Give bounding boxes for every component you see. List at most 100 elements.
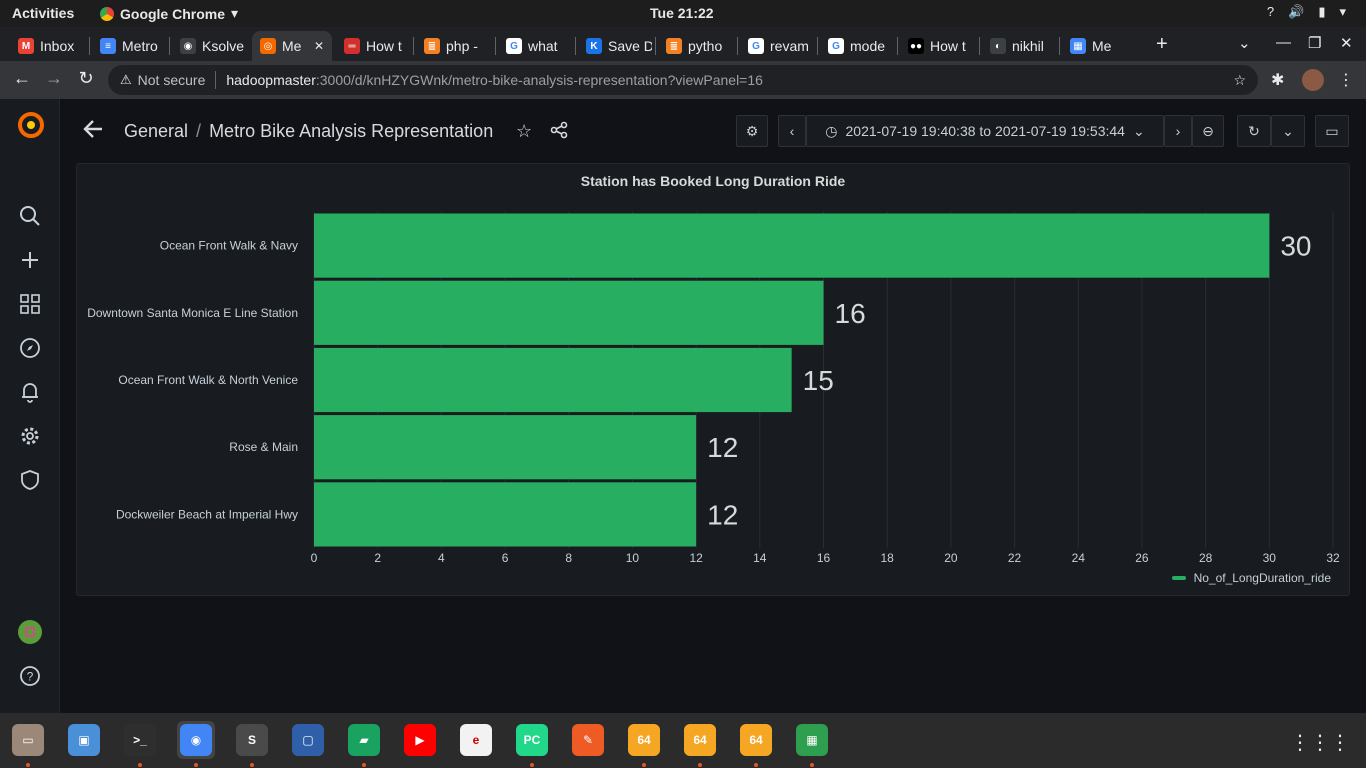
browser-tab[interactable]: ≣ php - [416, 31, 492, 61]
new-tab-button[interactable]: + [1156, 33, 1168, 55]
tab-favicon-icon: ≣ [666, 38, 682, 54]
tick-label: 6 [502, 551, 509, 565]
help-icon[interactable]: ? [18, 664, 42, 688]
browser-tab[interactable]: ═ How t [336, 31, 410, 61]
warning-icon[interactable]: ⚠ [120, 72, 132, 87]
dock-app-64-b[interactable]: 64 [681, 721, 719, 759]
browser-tab[interactable]: M Inbox [10, 31, 86, 61]
dock-chat[interactable]: ▰ [345, 721, 383, 759]
dock-app-64-c[interactable]: 64 [737, 721, 775, 759]
dock-postman[interactable]: ✎ [569, 721, 607, 759]
time-shift-forward-button[interactable]: › [1164, 115, 1192, 147]
reload-button[interactable]: ↻ [78, 68, 94, 88]
tab-search-icon[interactable]: ⌄ [1238, 35, 1251, 52]
dock: ▭ ▣ >_ ◉ S ▢ ▰ ▶ e PC ✎ 64 64 64 ▦ ⋮⋮⋮ [0, 713, 1366, 768]
bar [314, 482, 697, 547]
shield-icon[interactable] [18, 468, 42, 492]
avatar[interactable] [1302, 69, 1324, 91]
tick-label: 18 [881, 551, 895, 565]
breadcrumb-folder[interactable]: General [124, 121, 189, 141]
plus-icon[interactable] [18, 248, 42, 272]
tab-label: Me [282, 38, 302, 54]
dock-files[interactable]: ▭ [9, 721, 47, 759]
category-label: Ocean Front Walk & North Venice [118, 373, 298, 387]
show-applications-icon[interactable]: ⋮⋮⋮ [1290, 732, 1350, 754]
tab-separator [979, 37, 980, 55]
dock-app-64-a[interactable]: 64 [625, 721, 663, 759]
browser-tab[interactable]: ▦ Me [1062, 31, 1142, 61]
forward-button[interactable]: → [45, 68, 63, 88]
dashboard-settings-button[interactable]: ⚙ [736, 115, 768, 147]
tab-label: Me [1092, 38, 1112, 54]
explore-compass-icon[interactable] [18, 336, 42, 360]
maximize-icon[interactable]: ❐ [1308, 35, 1322, 52]
alerting-bell-icon[interactable] [18, 380, 42, 404]
tab-favicon-icon: ≣ [424, 38, 440, 54]
monitor-icon: ▭ [1325, 122, 1339, 139]
tab-separator [413, 37, 414, 55]
tick-label: 20 [944, 551, 958, 565]
dock-pycharm[interactable]: PC [513, 721, 551, 759]
browser-tab[interactable]: K Save D [578, 31, 652, 61]
browser-tab[interactable]: ≣ pytho [658, 31, 734, 61]
search-icon[interactable] [18, 204, 42, 228]
page-title[interactable]: Metro Bike Analysis Representation [209, 121, 494, 141]
dock-spreadsheet[interactable]: ▦ [793, 721, 831, 759]
chat-icon: ▰ [348, 724, 380, 756]
address-bar[interactable]: ⚠ Not secure hadoopmaster:3000/d/knHZYGW… [108, 65, 1258, 95]
more-menu-icon[interactable]: ⋮ [1338, 72, 1354, 89]
time-shift-back-button[interactable]: ‹ [778, 115, 806, 147]
extensions-icon[interactable]: ✱ [1271, 72, 1285, 89]
browser-tab[interactable]: ◐ nikhil [982, 31, 1056, 61]
legend[interactable]: No_of_LongDuration_ride [1171, 571, 1331, 585]
back-button[interactable]: ← [13, 68, 31, 88]
dashboards-icon[interactable] [18, 292, 42, 316]
system-tray[interactable]: ? 🔊 ▮ ▾ [1267, 4, 1346, 20]
dock-virtualbox[interactable]: ▢ [289, 721, 327, 759]
browser-tab[interactable]: ◉ Ksolve [172, 31, 246, 61]
close-window-icon[interactable]: ✕ [1340, 35, 1353, 52]
dock-sublime-text[interactable]: S [233, 721, 271, 759]
url-path: :3000/d/knHZYGWnk/metro-bike-analysis-re… [315, 72, 763, 88]
browser-toolbar: ← → ↻ ⚠ Not secure hadoopmaster:3000/d/k… [0, 61, 1366, 99]
grafana-logo-icon[interactable] [17, 111, 45, 139]
dock-terminal[interactable]: >_ [121, 721, 159, 759]
browser-tab[interactable]: ●● How t [900, 31, 976, 61]
close-icon[interactable]: ✕ [313, 39, 324, 53]
battery-icon: ▮ [1318, 4, 1326, 19]
chevron-down-icon: ▾ [231, 5, 239, 21]
tick-label: 22 [1008, 551, 1022, 565]
refresh-button[interactable]: ↻ [1237, 115, 1271, 147]
activities-button[interactable]: Activities [12, 5, 75, 21]
dock-chrome[interactable]: ◉ [177, 721, 215, 759]
dock-image-viewer[interactable]: ▣ [65, 721, 103, 759]
bar [314, 213, 1270, 278]
dock-youtube[interactable]: ▶ [401, 721, 439, 759]
gear-icon[interactable] [18, 424, 42, 448]
bookmark-star-icon[interactable]: ☆ [1233, 71, 1246, 88]
avatar[interactable] [18, 620, 42, 644]
tab-separator [817, 37, 818, 55]
tv-mode-button[interactable]: ▭ [1315, 115, 1349, 147]
share-icon[interactable] [550, 121, 568, 144]
app-menu[interactable]: Google Chrome ▾ [100, 5, 238, 22]
tab-favicon-icon: ═ [344, 38, 360, 54]
dock-document-viewer[interactable]: e [457, 721, 495, 759]
gear-icon: ⚙ [745, 122, 759, 139]
favorite-star-icon[interactable]: ☆ [516, 121, 533, 141]
tick-label: 14 [753, 551, 767, 565]
panel-title[interactable]: Station has Booked Long Duration Ride [580, 173, 846, 189]
browser-tab[interactable]: ≡ Metro [92, 31, 166, 61]
browser-tab[interactable]: ◎ Me ✕ [252, 31, 332, 61]
zoom-out-button[interactable]: ⊖ [1192, 115, 1224, 147]
refresh-interval-dropdown[interactable]: ⌄ [1271, 115, 1305, 147]
time-range-picker[interactable]: ◷ 2021-07-19 19:40:38 to 2021-07-19 19:5… [806, 115, 1164, 147]
minimize-icon[interactable]: — [1276, 34, 1291, 51]
clock[interactable]: Tue 21:22 [650, 5, 714, 21]
security-label[interactable]: Not secure [137, 72, 206, 88]
back-arrow-icon[interactable] [82, 119, 104, 145]
